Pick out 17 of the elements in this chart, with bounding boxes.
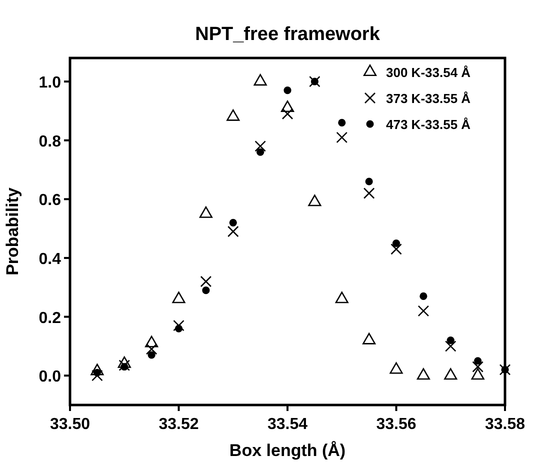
x-tick-label: 33.58 xyxy=(484,416,526,433)
x-tick-label: 33.52 xyxy=(158,416,199,433)
y-tick-label: 0.6 xyxy=(38,192,62,210)
y-axis-title: Probability xyxy=(3,187,22,276)
legend-label: 473 K-33.55 Å xyxy=(386,117,472,132)
y-tick-label: 0.8 xyxy=(38,133,62,150)
x-tick-label: 33.54 xyxy=(267,416,308,433)
legend-label: 300 K-33.54 Å xyxy=(386,65,472,80)
y-tick-label: 0.4 xyxy=(38,250,62,268)
legend-label: 373 K-33.55 Å xyxy=(386,91,472,106)
x-axis-title: Box length (Å) xyxy=(229,441,346,460)
x-tick-label: 33.56 xyxy=(376,416,416,433)
y-tick-label: 1.0 xyxy=(38,74,62,92)
y-tick-label: 0.0 xyxy=(38,368,62,386)
chart-title: NPT_free framework xyxy=(195,24,380,45)
y-tick-label: 0.2 xyxy=(38,310,62,327)
x-tick-label: 33.50 xyxy=(50,416,90,433)
